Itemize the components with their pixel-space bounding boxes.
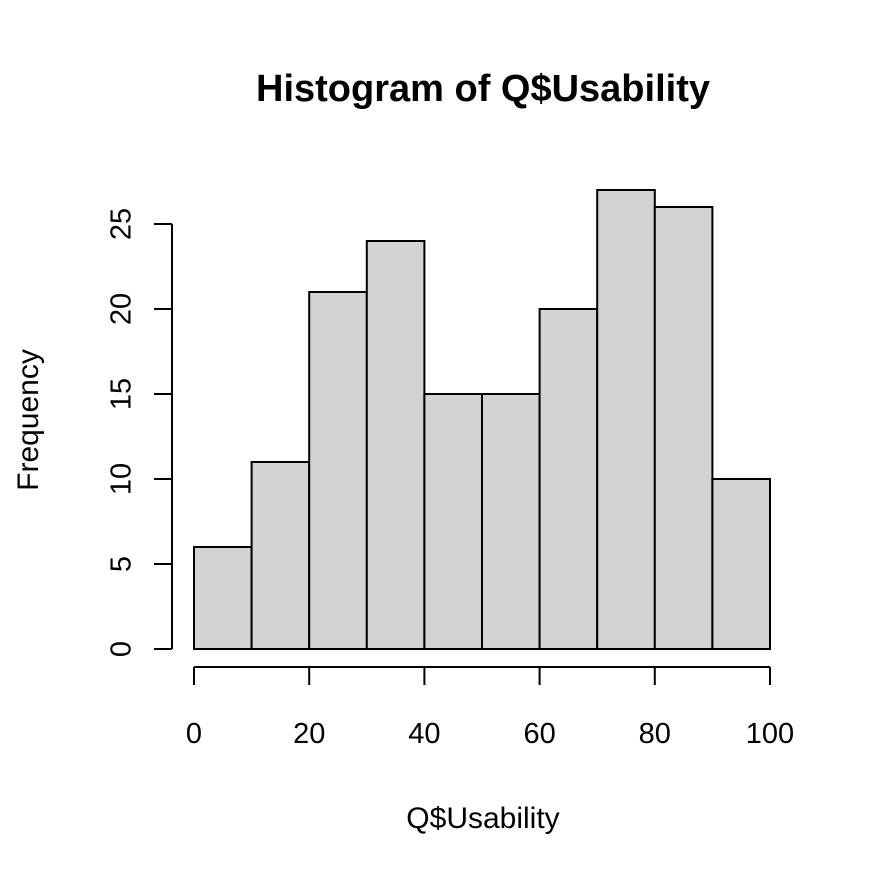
histogram-bar-60-70 bbox=[538, 308, 599, 650]
histogram-bar-10-20 bbox=[250, 461, 311, 650]
x-tick-label-20: 20 bbox=[293, 718, 325, 750]
x-tick-label-60: 60 bbox=[523, 718, 555, 750]
histogram-bar-0-10 bbox=[193, 546, 253, 650]
y-tick-label-0: 0 bbox=[106, 641, 138, 657]
y-axis: 0 5 10 15 20 25 bbox=[106, 208, 173, 657]
y-tick-label-20: 20 bbox=[106, 293, 138, 325]
histogram-bars bbox=[193, 189, 772, 650]
histogram-bar-20-30 bbox=[308, 291, 368, 650]
histogram-bar-80-90 bbox=[653, 206, 714, 650]
histogram-bar-70-80 bbox=[596, 189, 656, 650]
chart-title: Histogram of Q$Usability bbox=[256, 68, 710, 110]
x-tick-label-0: 0 bbox=[186, 718, 202, 750]
y-tick-label-25: 25 bbox=[106, 208, 138, 240]
histogram-bar-40-50 bbox=[423, 393, 483, 650]
x-tick-label-40: 40 bbox=[408, 718, 440, 750]
y-tick-label-10: 10 bbox=[106, 463, 138, 495]
x-axis: 0 20 40 60 80 100 bbox=[186, 666, 794, 750]
histogram-bar-50-60 bbox=[481, 393, 541, 650]
x-tick-label-100: 100 bbox=[746, 718, 794, 750]
y-axis-label: Frequency bbox=[12, 349, 45, 491]
histogram-bar-30-40 bbox=[365, 240, 426, 650]
y-tick-label-15: 15 bbox=[106, 378, 138, 410]
histogram-bar-90-100 bbox=[711, 478, 772, 650]
y-tick-label-5: 5 bbox=[106, 556, 138, 572]
x-axis-label: Q$Usability bbox=[406, 802, 559, 835]
x-tick-label-80: 80 bbox=[639, 718, 671, 750]
